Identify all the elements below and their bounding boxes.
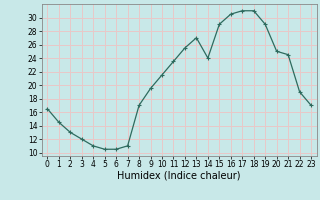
X-axis label: Humidex (Indice chaleur): Humidex (Indice chaleur) xyxy=(117,171,241,181)
